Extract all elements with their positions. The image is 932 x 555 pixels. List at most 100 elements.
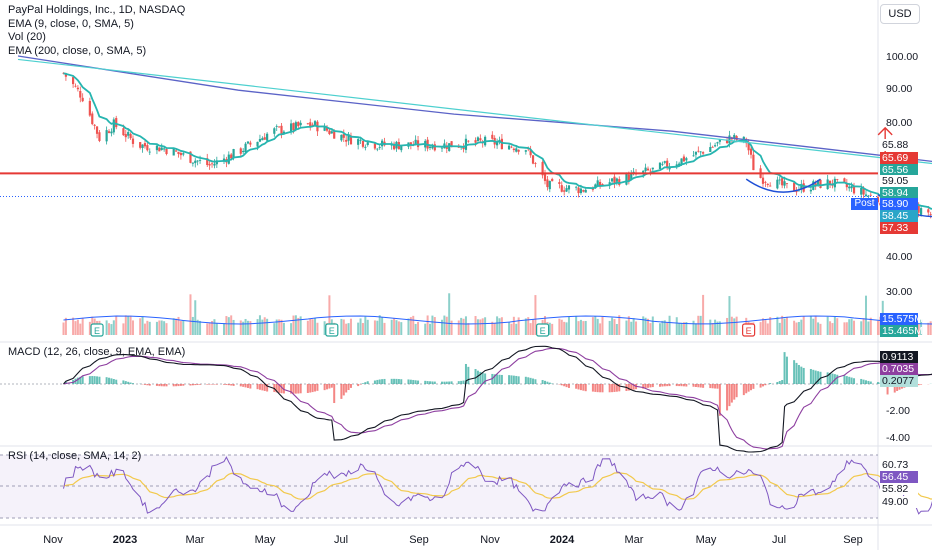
macd-bar — [199, 384, 201, 385]
candle-body — [549, 181, 551, 189]
chart-legend: PayPal Holdings, Inc., 1D, NASDAQ EMA (9… — [8, 4, 185, 58]
macd-bar — [427, 381, 429, 384]
legend-volume[interactable]: Vol (20) — [8, 31, 185, 45]
candle-body — [357, 139, 359, 145]
volume-bar — [173, 318, 175, 335]
macd-bar — [125, 381, 127, 384]
macd-bar — [647, 384, 649, 388]
price-tick: 100.00 — [886, 51, 918, 63]
candle-body — [769, 186, 771, 187]
macd-bar — [443, 382, 445, 384]
macd-bar — [161, 384, 163, 386]
macd-bar — [769, 383, 771, 384]
candle-body — [177, 152, 179, 154]
volume-bar — [613, 319, 615, 335]
macd-title[interactable]: MACD (12, 26, close, 9, EMA, EMA) — [8, 346, 185, 358]
macd-bar — [122, 380, 124, 384]
macd-bar — [764, 384, 766, 385]
macd-bar — [836, 375, 838, 384]
macd-bar — [316, 384, 318, 391]
volume-bar — [580, 320, 582, 335]
macd-bar — [877, 382, 879, 384]
time-axis-label: May — [255, 534, 276, 546]
macd-bar — [599, 384, 601, 392]
volume-bar — [63, 323, 65, 335]
macd-bar — [726, 384, 728, 410]
macd-bar — [398, 379, 400, 384]
earnings-marker: E — [91, 324, 103, 336]
candle-body — [647, 169, 649, 171]
macd-bar — [182, 384, 184, 386]
volume-bar — [676, 317, 678, 335]
volume-bar — [209, 323, 211, 335]
volume-bar — [166, 323, 168, 335]
candle-body — [132, 139, 134, 144]
volume-bar — [666, 323, 668, 335]
rsi-title[interactable]: RSI (14, close, SMA, 14, 2) — [8, 450, 141, 462]
candle-body — [728, 135, 730, 143]
macd-bar — [173, 384, 175, 386]
earnings-marker: E — [537, 324, 549, 336]
macd-bar — [827, 372, 829, 384]
candle-body — [659, 163, 661, 169]
volume-bar — [182, 320, 184, 335]
volume-bar — [163, 321, 165, 335]
candle-body — [91, 114, 93, 125]
macd-bar — [415, 380, 417, 384]
volume-bar — [860, 321, 862, 335]
macd-bar — [225, 384, 227, 385]
legend-symbol[interactable]: PayPal Holdings, Inc., 1D, NASDAQ — [8, 4, 185, 18]
price-tick: 40.00 — [886, 251, 912, 263]
macd-bar — [496, 375, 498, 384]
macd-bar — [376, 380, 378, 384]
time-axis-label: 2024 — [550, 534, 575, 546]
macd-bar — [381, 379, 383, 384]
volume-bar — [475, 316, 477, 335]
volume-bar — [180, 321, 182, 335]
volume-bar — [700, 316, 702, 335]
volume-bar — [458, 320, 460, 335]
candle-body — [156, 146, 158, 151]
earnings-label: E — [329, 326, 335, 336]
candle-body — [376, 149, 378, 150]
candle-body — [359, 140, 361, 141]
candle-body — [477, 137, 479, 141]
candle-body — [467, 141, 469, 142]
candle-body — [501, 139, 503, 149]
volume-bar — [678, 323, 680, 335]
volume-bar — [213, 319, 215, 335]
macd-bar — [350, 384, 352, 388]
macd-tick: -2.00 — [886, 405, 910, 417]
macd-bar — [693, 384, 695, 387]
macd-bar — [781, 380, 783, 384]
volume-bar — [158, 320, 160, 335]
currency-button[interactable]: USD — [880, 4, 920, 24]
volume-bar — [431, 316, 433, 335]
candle-body — [362, 141, 364, 147]
candle-body — [585, 190, 587, 193]
candle-body — [175, 150, 177, 151]
legend-ema9[interactable]: EMA (9, close, 0, SMA, 5) — [8, 18, 185, 32]
macd-bar — [156, 384, 158, 386]
legend-ema200[interactable]: EMA (200, close, 0, SMA, 5) — [8, 45, 185, 59]
macd-bar — [417, 381, 419, 384]
volume-bar — [779, 323, 781, 335]
macd-bar — [846, 376, 848, 384]
volume-bar — [781, 316, 783, 335]
macd-bar — [364, 382, 366, 384]
time-axis-label: May — [696, 534, 717, 546]
volume-bar — [803, 317, 805, 335]
macd-bar — [328, 384, 330, 389]
macd-bar — [659, 384, 661, 387]
candle-body — [692, 155, 694, 156]
volume-bar — [769, 317, 771, 335]
volume-bar — [393, 318, 395, 335]
candle-body — [551, 179, 553, 181]
volume-bar — [798, 322, 800, 335]
candle-body — [750, 149, 752, 155]
price-tag: 58.45 — [880, 210, 918, 222]
macd-bar — [578, 384, 580, 389]
price-tag: 15.465M — [880, 325, 918, 337]
candle-body — [122, 128, 124, 135]
